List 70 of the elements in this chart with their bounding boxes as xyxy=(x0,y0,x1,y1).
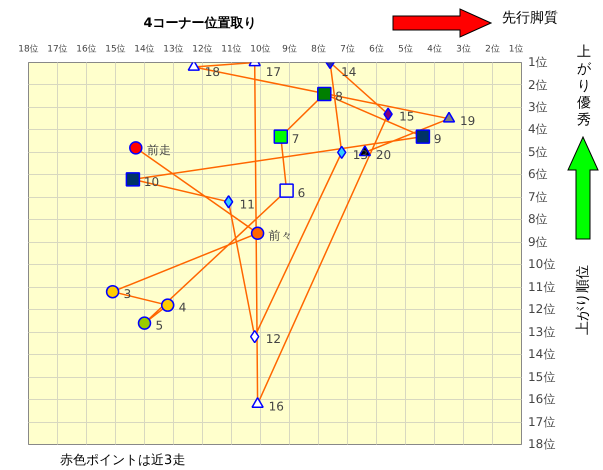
text: 赤色ポイントは近3走 xyxy=(60,452,186,470)
text: 上がり優秀 xyxy=(576,44,592,129)
y-tick-label: 13位 xyxy=(528,324,556,340)
y-tick-label: 7位 xyxy=(528,188,548,205)
annotation: 前々 xyxy=(268,228,293,242)
annotation: 20 xyxy=(376,148,392,162)
y-tick-label: 17位 xyxy=(528,414,556,430)
y-tick-label: 1位 xyxy=(528,54,548,70)
annotation: 5 xyxy=(156,318,164,333)
chart-title: 4コーナー位置取り xyxy=(142,15,258,33)
y-tick-label: 10位 xyxy=(528,256,556,272)
y-tick-label: 4位 xyxy=(528,121,548,138)
point xyxy=(106,284,120,298)
annotation: 17 xyxy=(266,65,281,79)
y-tick-label: 11位 xyxy=(528,278,556,295)
y-tick-label: 2位 xyxy=(528,76,548,92)
annotation: 15 xyxy=(399,110,414,124)
point xyxy=(279,183,294,198)
y-tick-label: 14位 xyxy=(528,346,556,362)
y-tick-label: 18位 xyxy=(528,436,556,452)
y-axis-title: 上がり順位 xyxy=(574,264,592,337)
annotation: 11 xyxy=(240,197,255,212)
x-tick-label: 10位 xyxy=(250,44,271,54)
point xyxy=(317,86,332,102)
y-tick-label: 6位 xyxy=(528,166,548,182)
annotation: 前走 xyxy=(146,142,171,157)
annotation: 19 xyxy=(460,114,476,128)
x-tick-label: 1位 xyxy=(508,44,524,54)
y-tick-label: 9位 xyxy=(528,234,548,250)
x-tick-label: 18位 xyxy=(18,44,39,54)
point xyxy=(126,172,140,187)
text: 先行脚質 xyxy=(502,9,558,28)
x-tick-label: 5位 xyxy=(398,44,413,54)
point xyxy=(250,226,264,240)
x-tick-label: 6位 xyxy=(369,44,384,54)
x-tick-label: 14位 xyxy=(134,44,155,54)
x-tick-label: 16位 xyxy=(76,44,97,54)
x-tick-label: 12位 xyxy=(192,44,213,54)
point xyxy=(274,129,288,144)
x-tick-label: 4位 xyxy=(427,44,442,54)
x-tick-label: 17位 xyxy=(47,44,68,54)
point xyxy=(160,298,174,312)
annotation: 12 xyxy=(266,332,281,346)
point xyxy=(416,129,430,144)
annotation: 9 xyxy=(434,132,442,146)
x-tick-label: 7位 xyxy=(340,44,355,54)
y-tick-label: 8位 xyxy=(528,211,548,228)
y-tick-label: 15位 xyxy=(528,368,556,385)
y-tick-label: 12位 xyxy=(528,301,556,318)
x-tick-label: 15位 xyxy=(105,44,126,54)
annotation: 16 xyxy=(268,400,284,414)
point xyxy=(442,112,456,123)
point xyxy=(129,141,143,155)
point xyxy=(138,316,152,330)
x-tick-label: 3位 xyxy=(456,44,471,54)
point xyxy=(336,146,346,160)
point xyxy=(383,107,393,121)
y-tick-label: 5位 xyxy=(528,144,548,160)
y-tick-label: 16位 xyxy=(528,391,556,408)
annotation: 14 xyxy=(341,65,356,79)
annotation: 4 xyxy=(178,300,186,315)
x-tick-label: 13位 xyxy=(163,44,184,54)
x-tick-label: 2位 xyxy=(485,44,500,54)
x-tick-label: 8位 xyxy=(311,44,326,54)
point xyxy=(224,195,234,209)
annotation: 6 xyxy=(298,186,306,200)
x-tick-label: 11位 xyxy=(221,44,242,54)
x-tick-label: 9位 xyxy=(282,44,297,54)
annotation: 7 xyxy=(292,132,300,146)
y-tick-label: 3位 xyxy=(528,98,548,115)
